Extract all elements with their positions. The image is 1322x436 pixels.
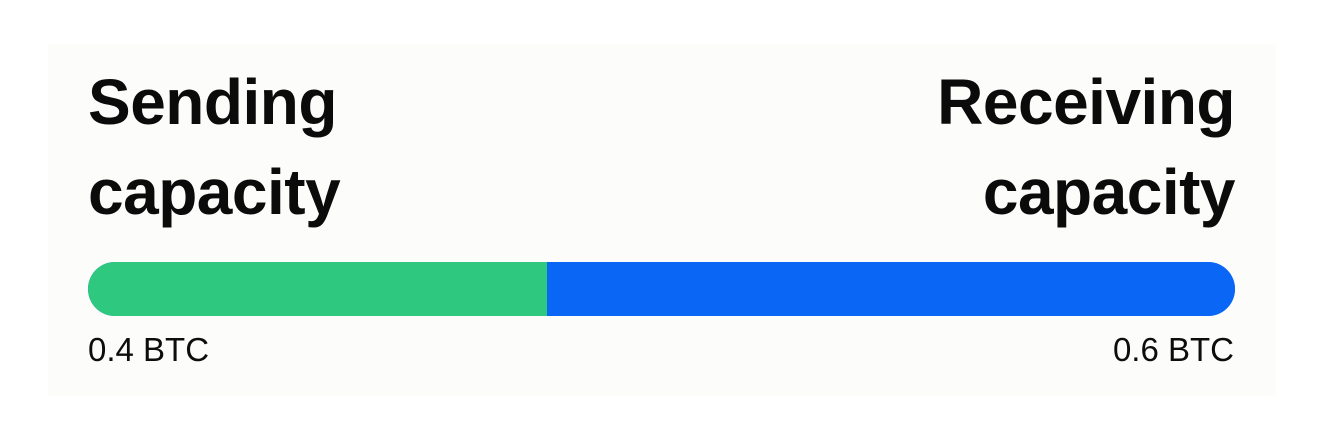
receiving-capacity-label: Receiving capacity [815,58,1235,237]
receiving-label-line1: Receiving [937,66,1235,138]
sending-capacity-segment [88,262,547,316]
receiving-capacity-segment [546,262,1235,316]
channel-capacity-card [48,44,1276,396]
sending-label-line1: Sending [88,66,337,138]
sending-label-line2: capacity [88,155,341,228]
receiving-label-line2: capacity [982,155,1236,228]
sending-capacity-label: Sending capacity [88,58,508,237]
capacity-bar [88,262,1235,316]
receiving-amount: 0.6 BTC [1112,331,1234,368]
sending-amount: 0.4 BTC [88,331,210,368]
